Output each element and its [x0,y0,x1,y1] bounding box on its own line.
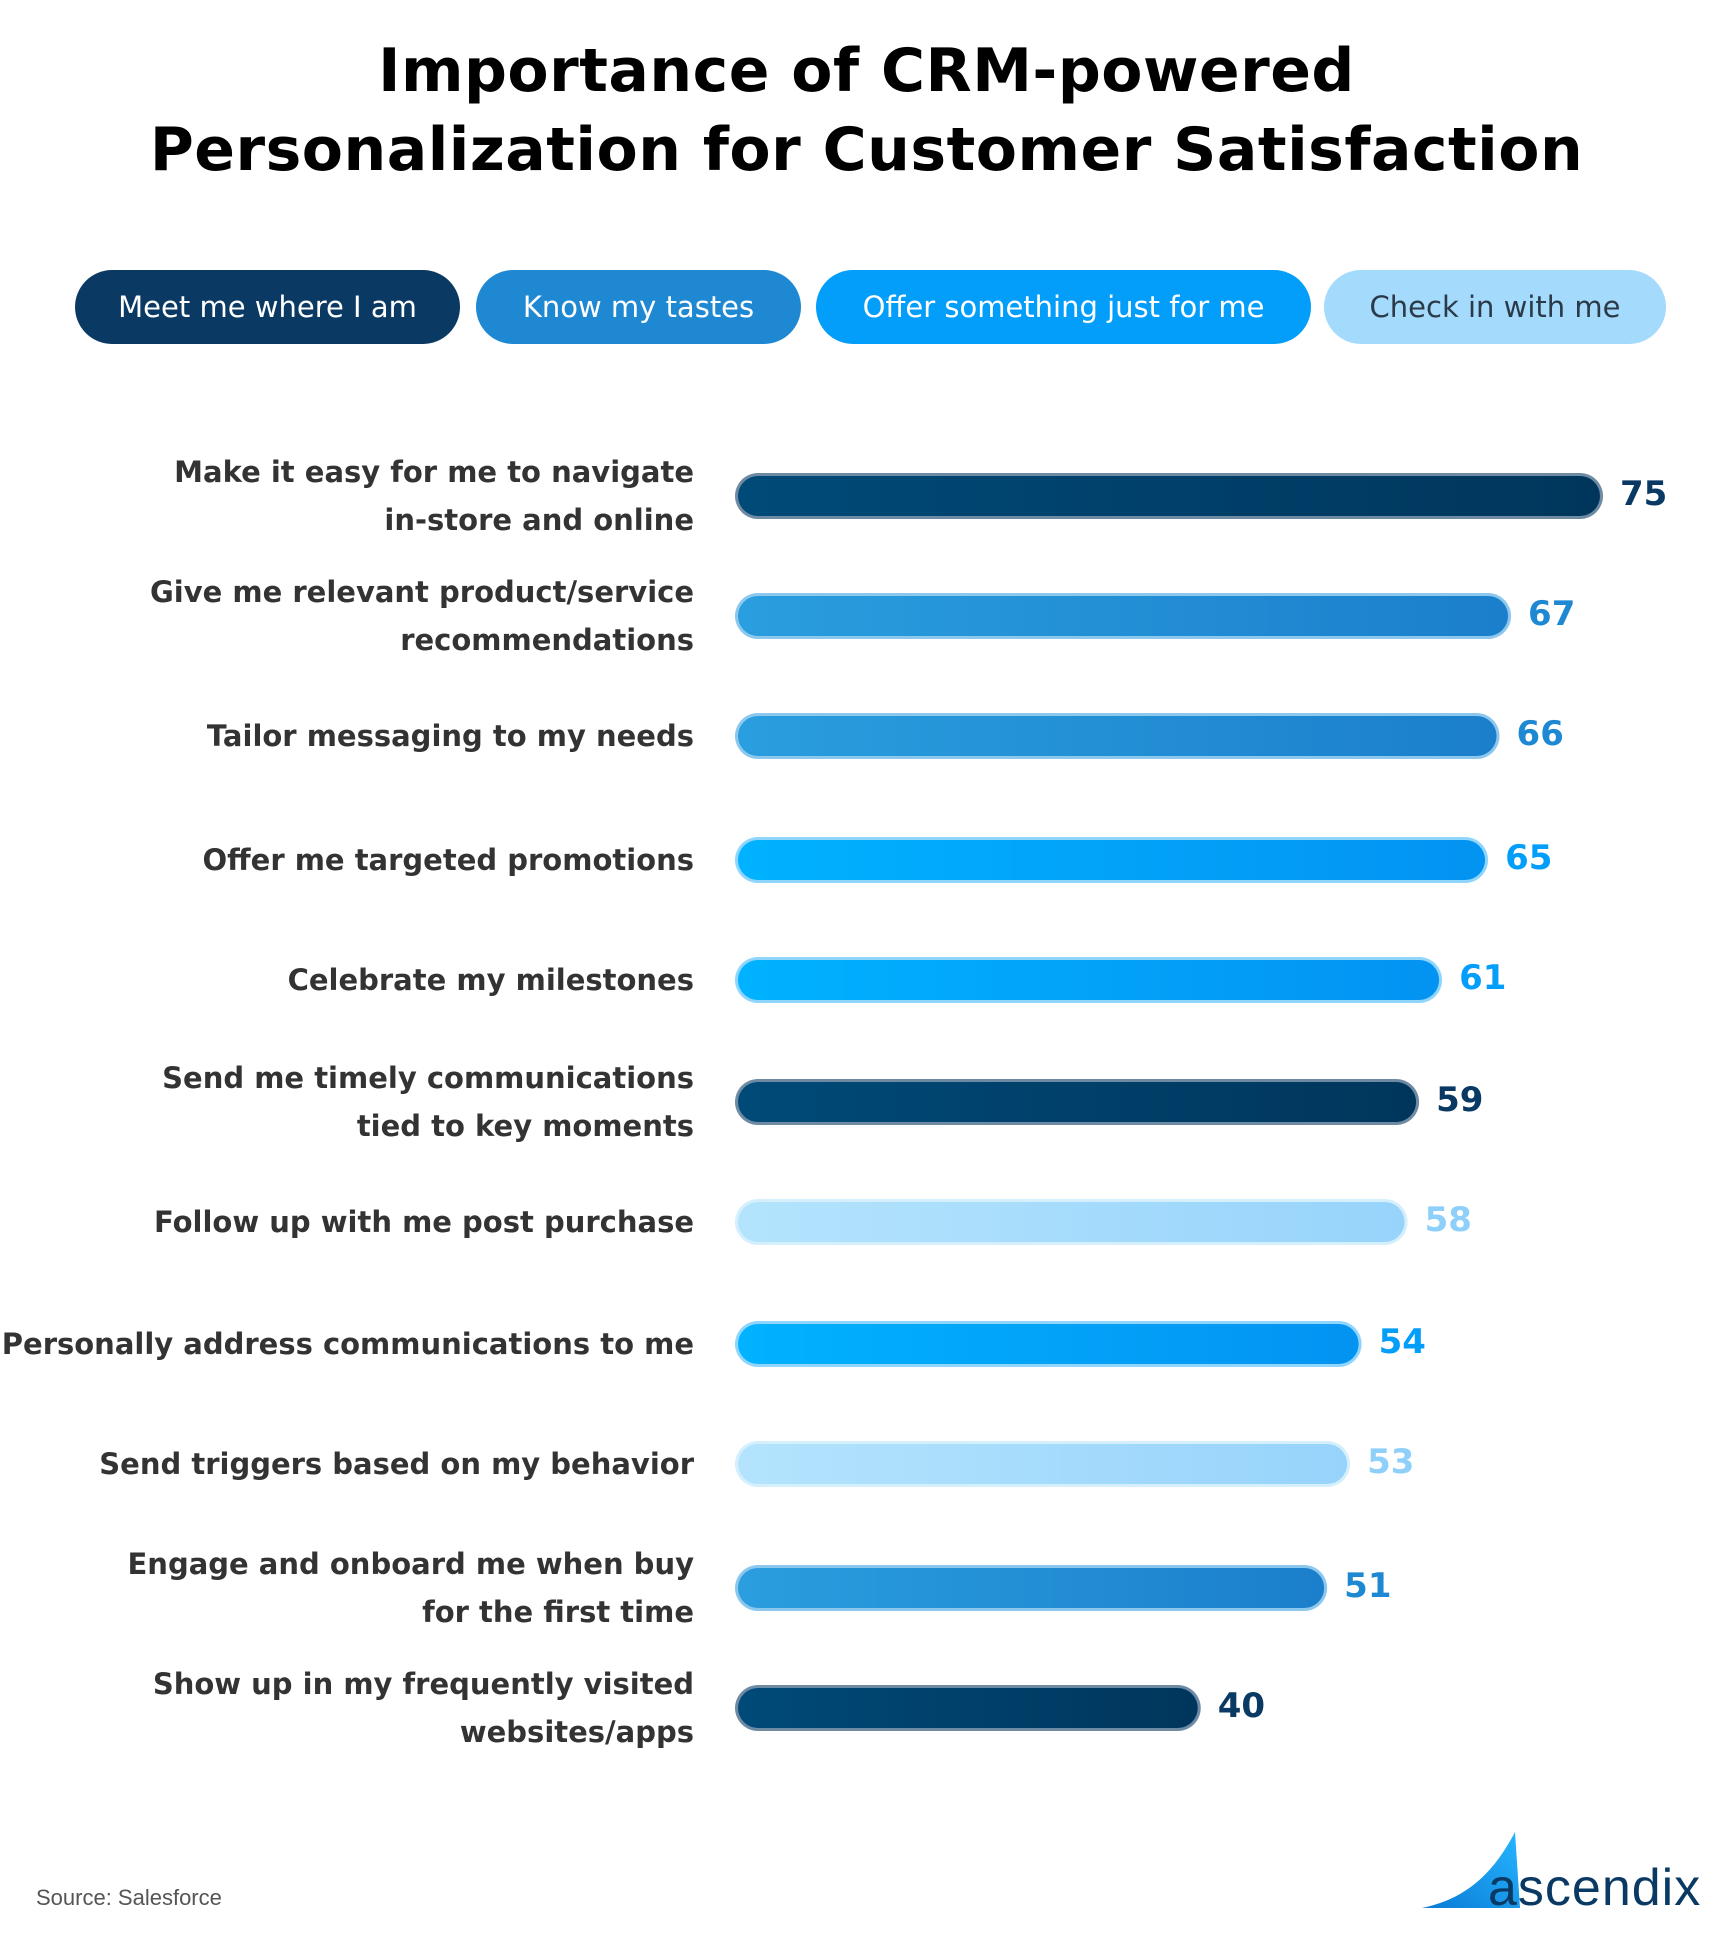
bar-4 [738,840,1486,880]
value-label-1: 75 [1620,474,1668,514]
bar-outline-3 [735,713,1500,759]
legend-item-3: Offer something just for me [816,270,1311,344]
logo-text: ascendix [1488,1859,1702,1917]
value-label-6: 59 [1436,1080,1484,1120]
category-label-6-line-2: tied to key moments [356,1109,694,1143]
bar-outline-11 [735,1685,1201,1731]
source-note: Source: Salesforce [36,1885,222,1910]
bar-9 [738,1444,1348,1484]
bar-11 [738,1688,1198,1728]
bar-2 [738,596,1509,636]
category-label-8: Personally address communications to me [0,1320,694,1368]
bar-6 [738,1082,1417,1122]
category-label-2-line-2: recommendations [400,623,694,657]
value-label-2: 67 [1528,594,1576,634]
category-label-10-line-2: for the first time [422,1595,694,1629]
bar-outline-5 [735,957,1443,1003]
bar-outline-9 [735,1441,1351,1487]
category-label-2: Give me relevant product/service recommen… [0,568,694,664]
value-label-11: 40 [1217,1686,1266,1726]
category-label-1-line-1: Make it easy for me to navigate [174,455,694,489]
bar-3 [738,716,1497,756]
category-label-1-line-2: in-store and online [384,503,694,537]
bar-outline-1 [735,473,1603,519]
ascendix-logo-icon [1422,1832,1520,1908]
ascendix-logo: ascendix [1420,1830,1710,1920]
category-label-9: Send triggers based on my behavior [0,1440,694,1488]
bar-7 [738,1202,1405,1242]
bar-1 [738,476,1600,516]
category-label-5-line-1: Celebrate my milestones [287,963,694,997]
value-label-3: 66 [1516,714,1564,754]
chart-title-line-2: Personalization for Customer Satisfactio… [149,115,1584,185]
category-label-6: Send me timely communications tied to key… [0,1054,694,1150]
category-label-3: Tailor messaging to my needs [0,712,694,760]
category-label-8-line-1: Personally address communications to me [1,1327,694,1361]
value-label-8: 54 [1378,1322,1426,1362]
category-label-4-line-1: Offer me targeted promotions [202,843,695,877]
value-label-7: 58 [1424,1200,1472,1240]
chart-title-line-1: Importance of CRM-powered [378,36,1355,106]
category-label-11-line-1: Show up in my frequently visited [152,1667,694,1701]
category-label-7: Follow up with me post purchase [0,1198,694,1246]
legend-item-4: Check in with me [1324,270,1666,344]
category-label-9-line-1: Send triggers based on my behavior [99,1447,694,1481]
category-label-10: Engage and onboard me when buy for the fi… [0,1540,695,1636]
category-label-5: Celebrate my milestones [0,956,694,1004]
bar-outline-10 [735,1565,1328,1611]
category-label-4: Offer me targeted promotions [0,836,695,884]
bar-outline-4 [735,837,1489,883]
legend-item-2: Know my tastes [476,270,801,344]
bar-outline-7 [735,1199,1408,1245]
category-label-2-line-1: Give me relevant product/service [149,575,694,609]
category-label-11: Show up in my frequently visited websites… [0,1660,694,1756]
value-label-5: 61 [1459,958,1507,998]
category-label-6-line-1: Send me timely communications [162,1061,694,1095]
bar-outline-6 [735,1079,1420,1125]
category-label-10-line-1: Engage and onboard me when buy [127,1547,695,1581]
value-label-4: 65 [1505,838,1553,878]
category-label-11-line-2: websites/apps [459,1715,694,1749]
value-label-10: 51 [1344,1566,1392,1606]
category-label-1: Make it easy for me to navigate in-store … [0,448,694,544]
category-label-7-line-1: Follow up with me post purchase [153,1205,694,1239]
bar-8 [738,1324,1359,1364]
bar-10 [738,1568,1325,1608]
legend-item-1: Meet me where I am [75,270,460,344]
bar-5 [738,960,1440,1000]
value-label-9: 53 [1367,1442,1415,1482]
category-label-3-line-1: Tailor messaging to my needs [206,719,694,753]
bar-outline-2 [735,593,1512,639]
bar-outline-8 [735,1321,1362,1367]
